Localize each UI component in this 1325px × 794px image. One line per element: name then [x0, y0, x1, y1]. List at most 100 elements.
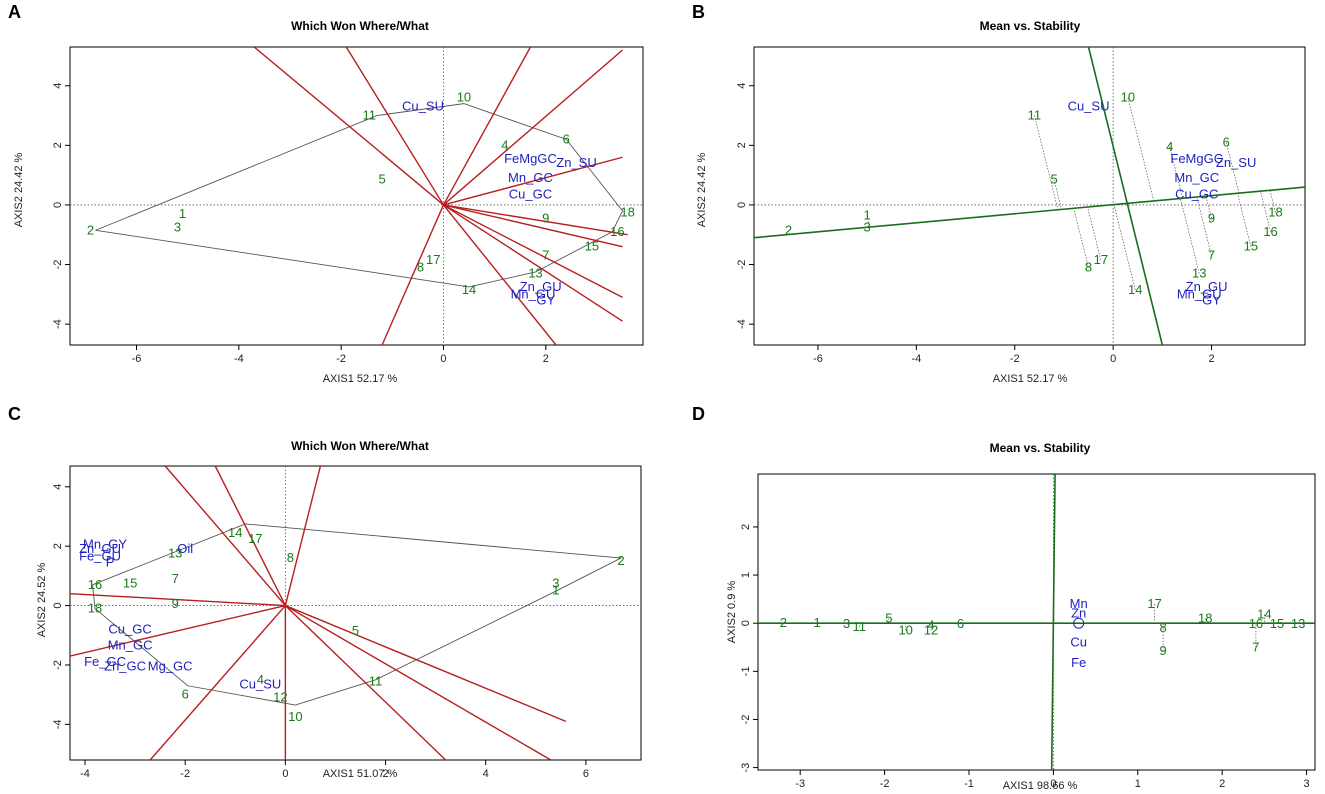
- panel-a-sector-ray: [442, 47, 532, 206]
- panel-c-genotype-5: 5: [352, 623, 359, 638]
- panel-b-x-tick-label: 0: [1110, 353, 1116, 365]
- panel-b-projection-15: [1237, 193, 1252, 247]
- panel-c-x-tick-label: 4: [483, 768, 489, 780]
- panel-c-sector-ray: [70, 592, 286, 607]
- panel-d-x-tick-label: -3: [795, 778, 805, 790]
- panel-b-projection-5: [1053, 179, 1062, 210]
- panel-d-title: Mean vs. Stability: [990, 441, 1091, 455]
- panel-a-trait-mn_gu: Mn_GU: [511, 286, 556, 301]
- panel-a-genotype-7: 7: [542, 248, 549, 263]
- panel-a-y-tick-label: -4: [52, 319, 64, 329]
- panel-a-y-axis-label: AXIS2 24.42 %: [13, 152, 25, 227]
- panel-d: D Mean vs. Stability AXIS1 98.66 % AXIS2…: [692, 404, 1316, 792]
- panel-d-plot-area: [758, 474, 1315, 770]
- panel-b-trait-mn_gc: Mn_GC: [1174, 170, 1219, 185]
- panel-letter-c: C: [8, 404, 21, 424]
- panel-b: B Mean vs. Stability AXIS1 52.17 % AXIS2…: [692, 2, 1306, 385]
- panel-a-genotype-8: 8: [417, 260, 424, 275]
- panel-d-trait-origin-marker: [1073, 617, 1085, 629]
- panel-a-genotype-3: 3: [174, 219, 181, 234]
- panel-d-y-tick-label: -3: [740, 763, 752, 773]
- panel-d-genotype-9: 9: [1159, 643, 1166, 658]
- panel-b-projection-11: [1034, 115, 1059, 210]
- panel-c-genotype-16: 16: [88, 577, 102, 592]
- panel-d-y-tick-label: -1: [740, 666, 752, 676]
- panel-b-genotype-11: 11: [1028, 108, 1042, 123]
- panel-d-y-tick-label: -2: [740, 715, 752, 725]
- panel-c-plot-frame: [69, 465, 642, 761]
- panel-b-genotype-13: 13: [1192, 265, 1206, 280]
- panel-d-genotype-10: 10: [898, 622, 912, 637]
- panel-a-trait-gy: GY: [536, 292, 555, 307]
- panel-c-genotype-3: 3: [552, 575, 559, 590]
- panel-a-genotype-18: 18: [620, 204, 634, 219]
- panel-b-projection-14: [1113, 204, 1136, 290]
- panel-c-genotype-14: 14: [228, 525, 242, 540]
- panel-c-sector-ray: [284, 605, 447, 760]
- panel-d-genotype-8: 8: [1159, 620, 1166, 635]
- panel-c-genotype-13: 13: [168, 546, 182, 561]
- panel-c-y-tick-label: -2: [52, 660, 64, 670]
- panel-a-genotype-14: 14: [462, 282, 476, 297]
- panel-c-sector-ray: [214, 466, 287, 606]
- panel-c-genotype-2: 2: [617, 553, 624, 568]
- panel-d-genotype-17: 17: [1147, 596, 1161, 611]
- panel-b-aec-abscissa: [754, 186, 1305, 239]
- panel-d-x-axis-label: AXIS1 98.66 %: [1003, 780, 1078, 792]
- panel-c-trait-fe_gc: Fe_GC: [84, 654, 126, 669]
- panel-b-projection-8: [1073, 208, 1089, 268]
- panel-c-trait-zn_gu: Zn_GU: [79, 541, 121, 556]
- panel-d-x-tick-label: -1: [964, 778, 974, 790]
- panel-c-genotype-11: 11: [369, 673, 383, 688]
- panel-b-y-tick-label: -2: [736, 260, 748, 270]
- panel-a-genotype-6: 6: [563, 131, 570, 146]
- panel-a-plot-area: [70, 47, 643, 345]
- panel-c-trait-cu_su: Cu_SU: [239, 676, 281, 691]
- panel-c-y-tick-label: 2: [52, 543, 64, 549]
- panel-d-x-tick-label: 2: [1219, 778, 1225, 790]
- panel-c-trait-mn_gy: Mn_GY: [83, 537, 127, 552]
- panel-d-genotype-14: 14: [1257, 607, 1271, 622]
- panel-b-projection-18: [1269, 190, 1276, 213]
- panel-c-x-tick-label: 6: [583, 768, 589, 780]
- panel-c-trait-zn_gc: Zn_GC: [104, 658, 146, 673]
- panel-b-genotype-15: 15: [1244, 239, 1258, 254]
- panel-d-y-tick-label: 0: [740, 620, 752, 626]
- panel-a-genotype-17: 17: [426, 252, 440, 267]
- panel-a-sector-ray: [443, 204, 628, 236]
- panel-a-trait-zn_gu: Zn_GU: [520, 279, 562, 294]
- panel-b-genotype-10: 10: [1121, 90, 1135, 105]
- panel-c-genotype-12: 12: [273, 690, 287, 705]
- panel-a-trait-cu_gc: Cu_GC: [509, 187, 552, 202]
- panel-b-projection-7: [1196, 196, 1212, 256]
- panel-b-x-axis-label: AXIS1 52.17 %: [993, 373, 1068, 385]
- panel-c-y-tick-label: -4: [52, 719, 64, 729]
- panel-d-x-tick-label: 3: [1303, 778, 1309, 790]
- panel-a-sector-ray: [443, 204, 623, 298]
- panel-d-genotype-15: 15: [1270, 616, 1284, 631]
- panel-a-title: Which Won Where/What: [291, 19, 429, 33]
- panel-d-trait-fe: Fe: [1071, 655, 1086, 670]
- panel-a-genotype-15: 15: [585, 239, 599, 254]
- panel-a-sector-ray: [443, 156, 623, 206]
- panel-b-genotype-7: 7: [1208, 248, 1215, 263]
- panel-c-sector-ray: [285, 604, 567, 723]
- panel-b-y-axis-label: AXIS2 24.42 %: [696, 152, 708, 227]
- panel-a-sector-ray: [442, 204, 557, 345]
- panel-d-aec-ordinate: [1050, 474, 1056, 770]
- panel-d-genotype-5: 5: [885, 610, 892, 625]
- panel-c-sector-ray: [149, 605, 286, 760]
- panel-d-x-tick-label: 1: [1135, 778, 1141, 790]
- panel-b-trait-femggc: FeMgGC: [1170, 151, 1223, 166]
- panel-letter-b: B: [692, 2, 705, 22]
- panel-b-x-tick-label: -2: [1010, 353, 1020, 365]
- panel-d-genotype-1: 1: [813, 615, 820, 630]
- panel-c-trait-oil: Oil: [177, 541, 193, 556]
- panel-b-y-tick-label: 2: [736, 142, 748, 148]
- panel-d-genotype-11: 11: [853, 619, 867, 634]
- panel-a-trait-cu_su: Cu_SU: [402, 99, 444, 114]
- panel-c: C Which Won Where/What AXIS1 51.07 % AXI…: [8, 404, 642, 780]
- panel-c-genotype-10: 10: [288, 709, 302, 724]
- panel-b-genotype-14: 14: [1128, 282, 1142, 297]
- panel-a-sector-ray: [345, 47, 445, 206]
